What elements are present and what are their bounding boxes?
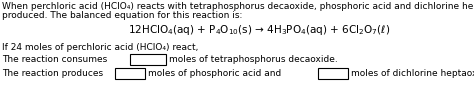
Text: moles of phosphoric acid and: moles of phosphoric acid and bbox=[148, 69, 281, 78]
Bar bbox=[130, 54, 166, 65]
Text: When perchloric acid (HClO₄) reacts with tetraphosphorus decaoxide, phosphoric a: When perchloric acid (HClO₄) reacts with… bbox=[2, 2, 474, 11]
Text: The reaction consumes: The reaction consumes bbox=[2, 55, 107, 64]
Text: 12HClO$_4$(aq) + P$_4$O$_{10}$(s) → 4H$_3$PO$_4$(aq) + 6Cl$_2$O$_7$(ℓ): 12HClO$_4$(aq) + P$_4$O$_{10}$(s) → 4H$_… bbox=[128, 23, 390, 37]
Text: If 24 moles of perchloric acid (HClO₄) react,: If 24 moles of perchloric acid (HClO₄) r… bbox=[2, 43, 199, 52]
Text: produced. The balanced equation for this reaction is:: produced. The balanced equation for this… bbox=[2, 11, 242, 20]
Text: moles of dichlorine heptaoxide.: moles of dichlorine heptaoxide. bbox=[351, 69, 474, 78]
Bar bbox=[318, 68, 348, 79]
Text: The reaction produces: The reaction produces bbox=[2, 69, 103, 78]
Bar bbox=[115, 68, 145, 79]
Text: moles of tetraphosphorus decaoxide.: moles of tetraphosphorus decaoxide. bbox=[169, 55, 338, 64]
